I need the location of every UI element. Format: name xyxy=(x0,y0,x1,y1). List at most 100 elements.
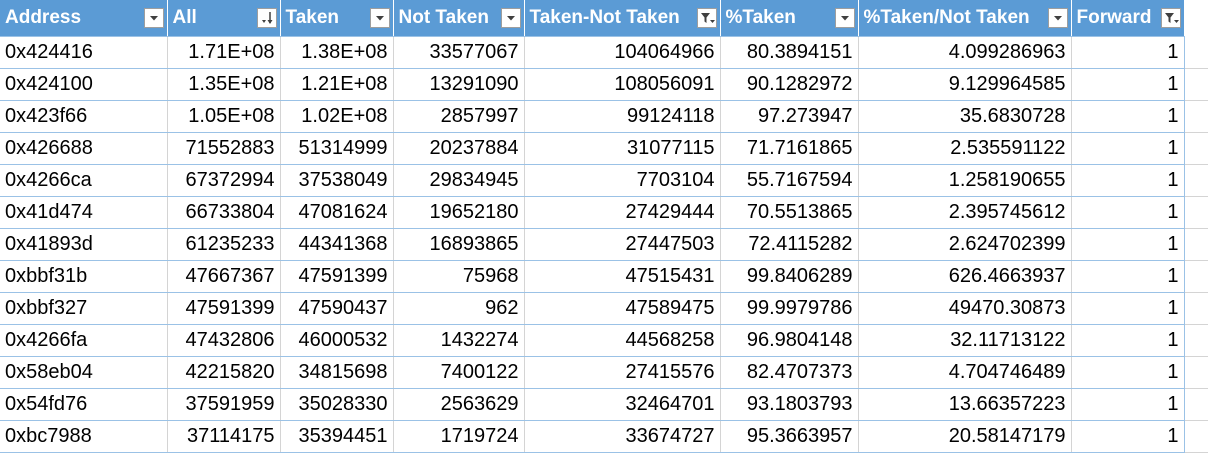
cell-all[interactable]: 47667367 xyxy=(167,260,281,293)
cell-taken[interactable]: 47591399 xyxy=(280,260,394,293)
cell-taken-not-taken[interactable]: 104064966 xyxy=(524,36,721,69)
cell-pct-taken[interactable]: 96.9804148 xyxy=(720,324,859,357)
cell-taken-not-taken[interactable]: 44568258 xyxy=(524,324,721,357)
filter-button-taken[interactable] xyxy=(369,8,390,28)
column-header-taken[interactable]: Taken xyxy=(280,0,394,37)
filter-button-address[interactable] xyxy=(143,8,164,28)
empty-cell[interactable] xyxy=(1184,388,1208,421)
cell-all[interactable]: 42215820 xyxy=(167,356,281,389)
cell-pct-taken[interactable]: 99.9979786 xyxy=(720,292,859,325)
cell-address[interactable]: 0x58eb04 xyxy=(0,356,168,389)
empty-cell[interactable] xyxy=(1184,132,1208,165)
cell-address[interactable]: 0x41893d xyxy=(0,228,168,261)
cell-pct-taken[interactable]: 90.1282972 xyxy=(720,68,859,101)
cell-pct-taken[interactable]: 93.1803793 xyxy=(720,388,859,421)
cell-address[interactable]: 0x54fd76 xyxy=(0,388,168,421)
cell-all[interactable]: 47432806 xyxy=(167,324,281,357)
empty-cell[interactable] xyxy=(1184,100,1208,133)
cell-forward[interactable]: 1 xyxy=(1071,420,1185,453)
cell-taken[interactable]: 44341368 xyxy=(280,228,394,261)
cell-address[interactable]: 0xbbf327 xyxy=(0,292,168,325)
empty-cell[interactable] xyxy=(1184,356,1208,389)
cell-taken[interactable]: 51314999 xyxy=(280,132,394,165)
cell-pct-taken[interactable]: 82.4707373 xyxy=(720,356,859,389)
empty-cell[interactable] xyxy=(1184,260,1208,293)
cell-not-taken[interactable]: 2857997 xyxy=(393,100,525,133)
cell-taken[interactable]: 47081624 xyxy=(280,196,394,229)
empty-cell[interactable] xyxy=(1184,420,1208,453)
cell-taken-not-taken[interactable]: 47515431 xyxy=(524,260,721,293)
cell-pct-taken-not-taken[interactable]: 35.6830728 xyxy=(858,100,1072,133)
cell-forward[interactable]: 1 xyxy=(1071,388,1185,421)
cell-taken-not-taken[interactable]: 32464701 xyxy=(524,388,721,421)
cell-pct-taken-not-taken[interactable]: 2.624702399 xyxy=(858,228,1072,261)
filter-button-not-taken[interactable] xyxy=(500,8,521,28)
cell-forward[interactable]: 1 xyxy=(1071,164,1185,197)
cell-taken[interactable]: 47590437 xyxy=(280,292,394,325)
empty-cell[interactable] xyxy=(1184,164,1208,197)
filter-button-pct-taken[interactable] xyxy=(834,8,855,28)
cell-pct-taken[interactable]: 80.3894151 xyxy=(720,36,859,69)
empty-cell[interactable] xyxy=(1184,36,1208,69)
cell-taken-not-taken[interactable]: 47589475 xyxy=(524,292,721,325)
filter-button-pct-taken-not-taken[interactable] xyxy=(1047,8,1068,28)
cell-address[interactable]: 0x41d474 xyxy=(0,196,168,229)
cell-pct-taken-not-taken[interactable]: 49470.30873 xyxy=(858,292,1072,325)
cell-all[interactable]: 1.71E+08 xyxy=(167,36,281,69)
cell-not-taken[interactable]: 1719724 xyxy=(393,420,525,453)
cell-address[interactable]: 0x424100 xyxy=(0,68,168,101)
filter-button-taken-not-taken[interactable] xyxy=(696,8,717,28)
cell-pct-taken[interactable]: 95.3663957 xyxy=(720,420,859,453)
cell-not-taken[interactable]: 7400122 xyxy=(393,356,525,389)
cell-not-taken[interactable]: 962 xyxy=(393,292,525,325)
cell-not-taken[interactable]: 33577067 xyxy=(393,36,525,69)
column-header-pct-taken[interactable]: %Taken xyxy=(720,0,859,37)
cell-forward[interactable]: 1 xyxy=(1071,356,1185,389)
cell-not-taken[interactable]: 19652180 xyxy=(393,196,525,229)
cell-not-taken[interactable]: 13291090 xyxy=(393,68,525,101)
column-header-pct-taken-not-taken[interactable]: %Taken/Not Taken xyxy=(858,0,1072,37)
cell-forward[interactable]: 1 xyxy=(1071,324,1185,357)
cell-all[interactable]: 66733804 xyxy=(167,196,281,229)
cell-forward[interactable]: 1 xyxy=(1071,196,1185,229)
cell-forward[interactable]: 1 xyxy=(1071,100,1185,133)
filter-button-forward[interactable] xyxy=(1160,8,1181,28)
cell-forward[interactable]: 1 xyxy=(1071,68,1185,101)
cell-not-taken[interactable]: 2563629 xyxy=(393,388,525,421)
cell-all[interactable]: 71552883 xyxy=(167,132,281,165)
cell-address[interactable]: 0x4266ca xyxy=(0,164,168,197)
cell-pct-taken-not-taken[interactable]: 4.099286963 xyxy=(858,36,1072,69)
cell-pct-taken-not-taken[interactable]: 4.704746489 xyxy=(858,356,1072,389)
cell-not-taken[interactable]: 29834945 xyxy=(393,164,525,197)
cell-address[interactable]: 0xbc7988 xyxy=(0,420,168,453)
cell-taken[interactable]: 1.38E+08 xyxy=(280,36,394,69)
cell-pct-taken-not-taken[interactable]: 2.535591122 xyxy=(858,132,1072,165)
cell-pct-taken[interactable]: 70.5513865 xyxy=(720,196,859,229)
cell-forward[interactable]: 1 xyxy=(1071,260,1185,293)
cell-pct-taken[interactable]: 71.7161865 xyxy=(720,132,859,165)
cell-taken[interactable]: 35028330 xyxy=(280,388,394,421)
cell-not-taken[interactable]: 75968 xyxy=(393,260,525,293)
cell-forward[interactable]: 1 xyxy=(1071,132,1185,165)
cell-address[interactable]: 0x426688 xyxy=(0,132,168,165)
cell-pct-taken[interactable]: 99.8406289 xyxy=(720,260,859,293)
cell-forward[interactable]: 1 xyxy=(1071,36,1185,69)
column-header-all[interactable]: All xyxy=(167,0,281,37)
column-header-address[interactable]: Address xyxy=(0,0,168,37)
cell-all[interactable]: 61235233 xyxy=(167,228,281,261)
cell-not-taken[interactable]: 1432274 xyxy=(393,324,525,357)
cell-not-taken[interactable]: 16893865 xyxy=(393,228,525,261)
cell-taken-not-taken[interactable]: 27447503 xyxy=(524,228,721,261)
empty-cell[interactable] xyxy=(1183,0,1208,37)
empty-cell[interactable] xyxy=(1184,324,1208,357)
cell-pct-taken-not-taken[interactable]: 9.129964585 xyxy=(858,68,1072,101)
cell-taken[interactable]: 37538049 xyxy=(280,164,394,197)
cell-taken-not-taken[interactable]: 108056091 xyxy=(524,68,721,101)
cell-address[interactable]: 0x4266fa xyxy=(0,324,168,357)
cell-forward[interactable]: 1 xyxy=(1071,292,1185,325)
cell-not-taken[interactable]: 20237884 xyxy=(393,132,525,165)
column-header-taken-not-taken[interactable]: Taken-Not Taken xyxy=(524,0,721,37)
cell-taken-not-taken[interactable]: 27429444 xyxy=(524,196,721,229)
cell-pct-taken-not-taken[interactable]: 1.258190655 xyxy=(858,164,1072,197)
cell-pct-taken-not-taken[interactable]: 32.11713122 xyxy=(858,324,1072,357)
